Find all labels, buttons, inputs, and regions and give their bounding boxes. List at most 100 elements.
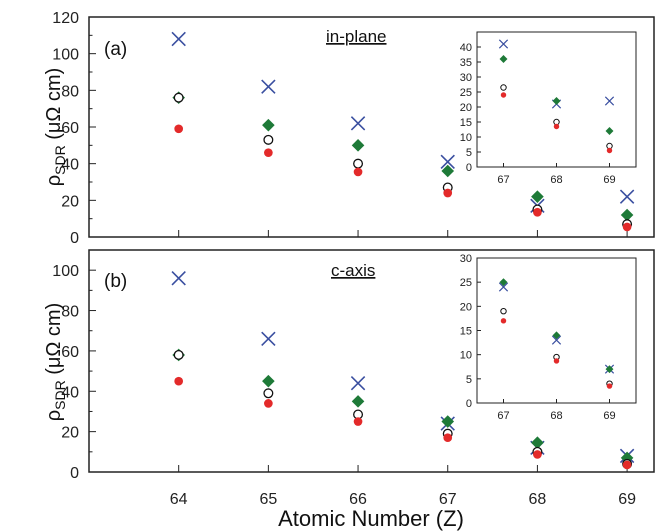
- a-y-tick-label-3: 60: [61, 120, 79, 137]
- b-x-tick-label-5: 69: [618, 491, 636, 508]
- bi-y-tick-label-6: 30: [460, 253, 472, 265]
- a-point-diamond-2: [351, 139, 365, 152]
- inset-b-points: [498, 278, 615, 389]
- a-point-filled_circle-2: [353, 167, 363, 177]
- bi-point-filled_circle-2: [606, 383, 613, 389]
- b-y-tick-label-4: 80: [61, 304, 79, 321]
- b-point-diamond-4: [531, 436, 544, 450]
- panel-b-annotation: c-axis: [331, 261, 375, 280]
- bi-y-tick-label-4: 20: [460, 301, 472, 313]
- ai-y-tick-label-8: 40: [460, 42, 472, 54]
- b-x-tick-label-3: 67: [439, 491, 457, 508]
- ai-y-tick-label-2: 10: [460, 132, 472, 144]
- bi-series-filled_circle: [500, 318, 613, 389]
- ai-point-filled_circle-0: [500, 92, 507, 98]
- b-point-cross-1: [261, 331, 276, 347]
- bi-y-tick-label-3: 15: [460, 326, 472, 338]
- b-x-tick-label-0: 64: [170, 491, 188, 508]
- ai-y-tick-label-1: 5: [466, 147, 472, 159]
- b-x-tick-label-4: 68: [529, 491, 547, 508]
- panel-b: 0 20 40 60 80 100 64 65 66 67 68 69 (b) c-axis 0 5 1…: [52, 249, 655, 508]
- b-series-filled_circle: [174, 376, 632, 470]
- a-y-tick-label-4: 80: [61, 83, 79, 100]
- ai-point-diamond-2: [605, 127, 614, 135]
- panel-a-y-ticks: 0 20 40 60 80 100 120: [52, 10, 96, 247]
- ai-y-tick-label-4: 20: [460, 102, 472, 114]
- b-point-filled_circle-2: [353, 417, 363, 426]
- ai-point-cross-2: [604, 96, 615, 106]
- a-point-filled_circle-3: [443, 188, 453, 198]
- a-point-filled_circle-1: [264, 148, 273, 158]
- ai-point-diamond-1: [552, 97, 561, 105]
- a-point-cross-0: [171, 31, 186, 47]
- b-point-open_circle-1: [263, 388, 274, 399]
- a-y-tick-label-6: 120: [52, 10, 79, 27]
- panel-b-y-axis-title: ρSDR (μΩ cm): [43, 303, 68, 422]
- inset-a-points: [498, 39, 615, 154]
- b-y-tick-label-3: 60: [61, 344, 79, 361]
- a-point-diamond-5: [620, 208, 634, 222]
- a-y-tick-label-1: 20: [61, 193, 79, 210]
- a-point-cross-1: [261, 79, 276, 94]
- ai-y-tick-label-5: 25: [460, 87, 472, 99]
- panel-b-frame: [88, 249, 655, 473]
- a-y-tick-label-2: 40: [61, 157, 79, 174]
- bi-point-diamond-0: [499, 278, 508, 287]
- panel-a-x-ticks: [178, 230, 628, 237]
- ai-y-tick-label-0: 0: [466, 162, 472, 174]
- b-point-filled_circle-0: [174, 376, 184, 386]
- panel-a-points: [171, 31, 635, 232]
- ai-x-tick-label-2: 69: [603, 174, 615, 186]
- inset-a-y-ticks: 0 5 10 15 20 25 30 35 40: [460, 42, 481, 174]
- bi-point-cross-1: [551, 335, 562, 345]
- bi-point-cross-0: [498, 282, 509, 292]
- ai-x-tick-label-1: 68: [550, 174, 562, 186]
- a-series-filled_circle: [174, 124, 632, 232]
- bi-x-tick-label-1: 68: [550, 410, 562, 422]
- b-y-tick-label-5: 100: [52, 263, 79, 280]
- ai-x-tick-label-0: 67: [497, 174, 509, 186]
- inset-b-y-ticks: 0 5 10 15 20 25 30: [460, 253, 481, 410]
- panel-b-points: [171, 271, 635, 470]
- a-point-diamond-1: [262, 118, 275, 132]
- b-point-filled_circle-5: [622, 460, 632, 470]
- panel-a: 0 20 40 60 80 100 120 (a) in-plane 0 5 10 15 20 25 3…: [52, 10, 655, 247]
- b-point-filled_circle-4: [533, 450, 542, 459]
- b-point-cross-2: [350, 375, 366, 391]
- b-point-diamond-2: [351, 395, 365, 408]
- a-point-filled_circle-0: [174, 124, 184, 134]
- x-axis-title: Atomic Number (Z): [278, 506, 464, 531]
- a-point-diamond-4: [531, 190, 544, 203]
- a-point-open_circle-0: [173, 92, 184, 103]
- ai-point-filled_circle-2: [606, 147, 613, 154]
- ai-y-tick-label-3: 15: [460, 117, 472, 129]
- a-point-open_circle-2: [353, 158, 364, 169]
- bi-x-tick-label-0: 67: [497, 410, 509, 422]
- bi-x-tick-label-2: 69: [603, 410, 615, 422]
- b-y-tick-label-1: 20: [61, 425, 79, 442]
- a-point-filled_circle-4: [533, 207, 542, 217]
- bi-y-tick-label-0: 0: [466, 398, 472, 410]
- bi-y-tick-label-1: 5: [466, 374, 472, 386]
- b-point-open_circle-0: [173, 349, 184, 360]
- a-point-filled_circle-5: [622, 222, 632, 232]
- a-point-cross-3: [440, 154, 455, 170]
- ai-point-filled_circle-1: [553, 123, 560, 130]
- inset-b-x-ticks: 67 68 69: [497, 399, 616, 422]
- b-y-tick-label-2: 40: [61, 384, 79, 401]
- a-point-cross-5: [619, 189, 635, 204]
- b-point-diamond-3: [441, 415, 455, 428]
- bi-y-tick-label-5: 25: [460, 277, 472, 289]
- b-point-diamond-1: [262, 374, 275, 388]
- a-point-cross-2: [350, 116, 366, 131]
- a-point-open_circle-1: [263, 134, 274, 145]
- bi-point-filled_circle-1: [553, 358, 560, 364]
- ai-point-diamond-0: [499, 55, 508, 63]
- ai-y-tick-label-7: 35: [460, 57, 472, 69]
- bi-point-open_circle-0: [500, 307, 507, 315]
- panel-b-x-ticks: 64 65 66 67 68 69: [170, 465, 636, 508]
- a-y-tick-label-0: 0: [70, 230, 79, 247]
- ai-y-tick-label-6: 30: [460, 72, 472, 84]
- b-point-filled_circle-1: [264, 399, 273, 408]
